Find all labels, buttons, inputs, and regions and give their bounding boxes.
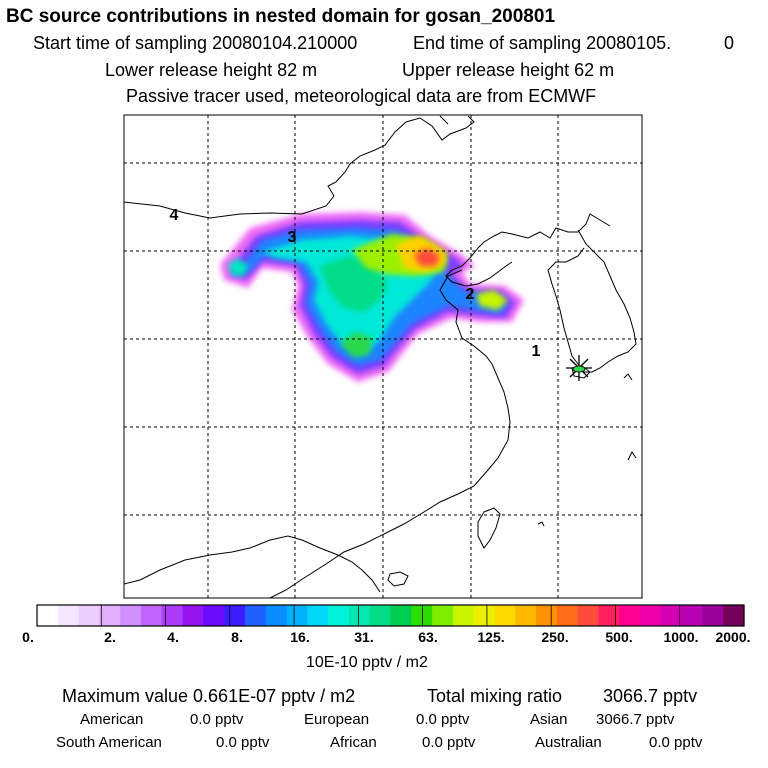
colorbar-frame bbox=[36, 604, 745, 627]
colorbar-segment bbox=[619, 605, 641, 626]
colorbar-tick-10: 1000. bbox=[663, 629, 698, 645]
colorbar-segment bbox=[390, 605, 412, 626]
colorbar-segment bbox=[473, 605, 496, 626]
coastlines-borders bbox=[124, 115, 637, 598]
colorbar-unit: 10E-10 pptv / m2 bbox=[306, 654, 428, 671]
australian-label: Australian bbox=[535, 734, 602, 751]
colorbar-segment bbox=[307, 605, 329, 626]
contribution-plume bbox=[220, 212, 524, 382]
colorbar-segment bbox=[577, 605, 600, 626]
upper-release-height: Upper release height 62 m bbox=[402, 60, 615, 80]
region-label-2: 2 bbox=[466, 286, 475, 303]
colorbar-tick-1: 2. bbox=[104, 629, 116, 645]
colorbar-segment bbox=[265, 605, 288, 626]
region-label-1: 1 bbox=[532, 343, 541, 360]
colorbar-segment bbox=[640, 605, 662, 626]
region-label-3: 3 bbox=[288, 229, 297, 246]
colorbar-segment bbox=[411, 605, 433, 626]
colorbar-tick-3: 8. bbox=[231, 629, 243, 645]
colorbar bbox=[37, 605, 745, 626]
map-frame bbox=[123, 114, 643, 599]
receptor-star-icon bbox=[566, 355, 592, 381]
american-label: American bbox=[80, 711, 144, 728]
region-label-4: 4 bbox=[170, 207, 179, 224]
colorbar-segment bbox=[328, 605, 350, 626]
colorbar-segment bbox=[203, 605, 225, 626]
lower-release-height: Lower release height 82 m bbox=[105, 60, 318, 80]
graticule bbox=[124, 115, 642, 598]
colorbar-segment bbox=[348, 605, 371, 626]
colorbar-segment bbox=[286, 605, 308, 626]
colorbar-segment bbox=[244, 605, 267, 626]
colorbar-segment bbox=[182, 605, 204, 626]
colorbar-tick-7: 125. bbox=[477, 629, 504, 645]
south-american-label: South American bbox=[56, 734, 162, 751]
colorbar-segment bbox=[702, 605, 724, 626]
total-mixing-ratio-label: Total mixing ratio bbox=[427, 686, 563, 706]
total-mixing-ratio-value: 3066.7 pptv bbox=[603, 686, 698, 706]
end-time-value: 0 bbox=[724, 33, 735, 53]
colorbar-segment bbox=[224, 605, 246, 626]
asian-value: 3066.7 pptv bbox=[596, 711, 675, 728]
european-label: European bbox=[304, 711, 370, 728]
european-value: 0.0 pptv bbox=[416, 711, 470, 728]
colorbar-segment bbox=[161, 605, 184, 626]
colorbar-segment bbox=[452, 605, 475, 626]
colorbar-tick-0: 0. bbox=[22, 629, 34, 645]
colorbar-ticks: 0. 2. 4. 8. 16. 31. 63. 125. 250. 500. 1… bbox=[22, 629, 750, 645]
colorbar-segment bbox=[598, 605, 620, 626]
colorbar-segment bbox=[37, 605, 59, 626]
colorbar-tick-8: 250. bbox=[541, 629, 568, 645]
colorbar-segment bbox=[494, 605, 516, 626]
american-value: 0.0 pptv bbox=[190, 711, 244, 728]
colorbar-segment bbox=[78, 605, 100, 626]
colorbar-tick-4: 16. bbox=[290, 629, 309, 645]
colorbar-segment bbox=[120, 605, 142, 626]
end-time-label: End time of sampling 20080105. bbox=[413, 33, 672, 53]
colorbar-segment bbox=[723, 605, 745, 626]
maximum-value: Maximum value 0.661E-07 pptv / m2 bbox=[62, 686, 356, 706]
colorbar-segment bbox=[660, 605, 683, 626]
south-american-value: 0.0 pptv bbox=[216, 734, 270, 751]
colorbar-segment bbox=[432, 605, 454, 626]
colorbar-tick-6: 63. bbox=[418, 629, 437, 645]
colorbar-segment bbox=[515, 605, 537, 626]
colorbar-segment bbox=[140, 605, 163, 626]
african-label: African bbox=[330, 734, 377, 751]
colorbar-segment bbox=[99, 605, 121, 626]
colorbar-segment bbox=[681, 605, 704, 626]
colorbar-tick-11: 2000. bbox=[715, 629, 750, 645]
colorbar-tick-2: 4. bbox=[167, 629, 179, 645]
tracer-note: Passive tracer used, meteorological data… bbox=[126, 86, 597, 106]
start-time-label: Start time of sampling 20080104.210000 bbox=[33, 33, 358, 53]
colorbar-segment bbox=[369, 605, 392, 626]
colorbar-tick-5: 31. bbox=[354, 629, 373, 645]
african-value: 0.0 pptv bbox=[422, 734, 476, 751]
map-title: BC source contributions in nested domain… bbox=[6, 6, 556, 27]
colorbar-segment bbox=[556, 605, 579, 626]
colorbar-segment bbox=[57, 605, 80, 626]
asian-label: Asian bbox=[530, 711, 568, 728]
colorbar-segment bbox=[536, 605, 558, 626]
australian-value: 0.0 pptv bbox=[649, 734, 703, 751]
colorbar-tick-9: 500. bbox=[605, 629, 632, 645]
